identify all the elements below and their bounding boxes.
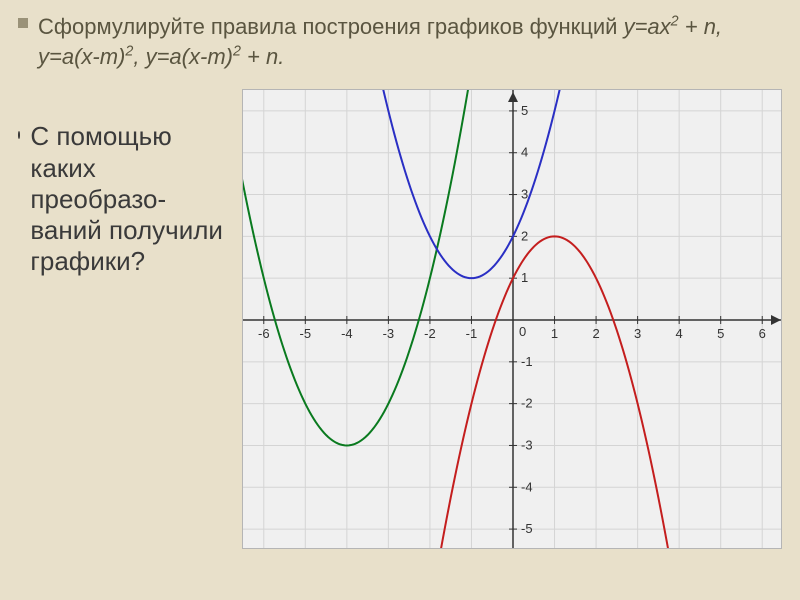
- chart-box: -6 -5 -4 -3 -2 -1 1 2 3 4 5 6 -5 -4 -3 -2 -1 1 2 3 4 5 0: [242, 89, 782, 549]
- svg-text:-5: -5: [521, 521, 533, 536]
- svg-text:2: 2: [592, 326, 599, 341]
- svg-text:1: 1: [521, 271, 528, 286]
- title-prefix: Сформулируйте правила построения графико…: [38, 14, 624, 39]
- svg-text:-1: -1: [466, 326, 478, 341]
- formula1a: y=ax: [624, 14, 671, 39]
- svg-text:-4: -4: [521, 480, 533, 495]
- svg-text:-2: -2: [521, 396, 533, 411]
- content-row: С помощью каких преобразо-ваний получили…: [18, 89, 782, 549]
- svg-text:0: 0: [519, 324, 526, 339]
- svg-text:-1: -1: [521, 354, 533, 369]
- svg-text:-3: -3: [521, 438, 533, 453]
- square-bullet-icon: [18, 18, 28, 28]
- title-text: Сформулируйте правила построения графико…: [38, 12, 782, 71]
- formula3sup: 2: [233, 43, 241, 59]
- svg-text:1: 1: [551, 326, 558, 341]
- formula1sup: 2: [671, 14, 679, 30]
- formula3a: y=a(x-m): [146, 44, 233, 69]
- svg-text:3: 3: [634, 326, 641, 341]
- svg-text:-6: -6: [258, 326, 270, 341]
- body-text: С помощью каких преобразо-ваний получили…: [30, 121, 232, 277]
- svg-text:2: 2: [521, 229, 528, 244]
- formula1b: + n,: [679, 14, 722, 39]
- svg-text:-5: -5: [300, 326, 312, 341]
- formula3b: + n.: [241, 44, 284, 69]
- slide-container: Сформулируйте правила построения графико…: [0, 0, 800, 600]
- svg-text:5: 5: [521, 103, 528, 118]
- formula2b: ,: [133, 44, 145, 69]
- svg-text:4: 4: [521, 145, 528, 160]
- svg-text:5: 5: [717, 326, 724, 341]
- left-column: С помощью каких преобразо-ваний получили…: [18, 89, 242, 277]
- svg-text:-3: -3: [383, 326, 395, 341]
- svg-text:-2: -2: [424, 326, 436, 341]
- svg-text:6: 6: [759, 326, 766, 341]
- svg-text:-4: -4: [341, 326, 353, 341]
- chart-column: -6 -5 -4 -3 -2 -1 1 2 3 4 5 6 -5 -4 -3 -2 -1 1 2 3 4 5 0: [242, 89, 782, 549]
- title-row: Сформулируйте правила построения графико…: [18, 12, 782, 71]
- svg-text:3: 3: [521, 187, 528, 202]
- bullet-icon: [18, 131, 20, 139]
- svg-text:4: 4: [676, 326, 683, 341]
- body-area: С помощью каких преобразо-ваний получили…: [18, 121, 232, 277]
- parabola-chart: -6 -5 -4 -3 -2 -1 1 2 3 4 5 6 -5 -4 -3 -2 -1 1 2 3 4 5 0: [243, 90, 782, 549]
- formula2a: y=a(x-m): [38, 44, 125, 69]
